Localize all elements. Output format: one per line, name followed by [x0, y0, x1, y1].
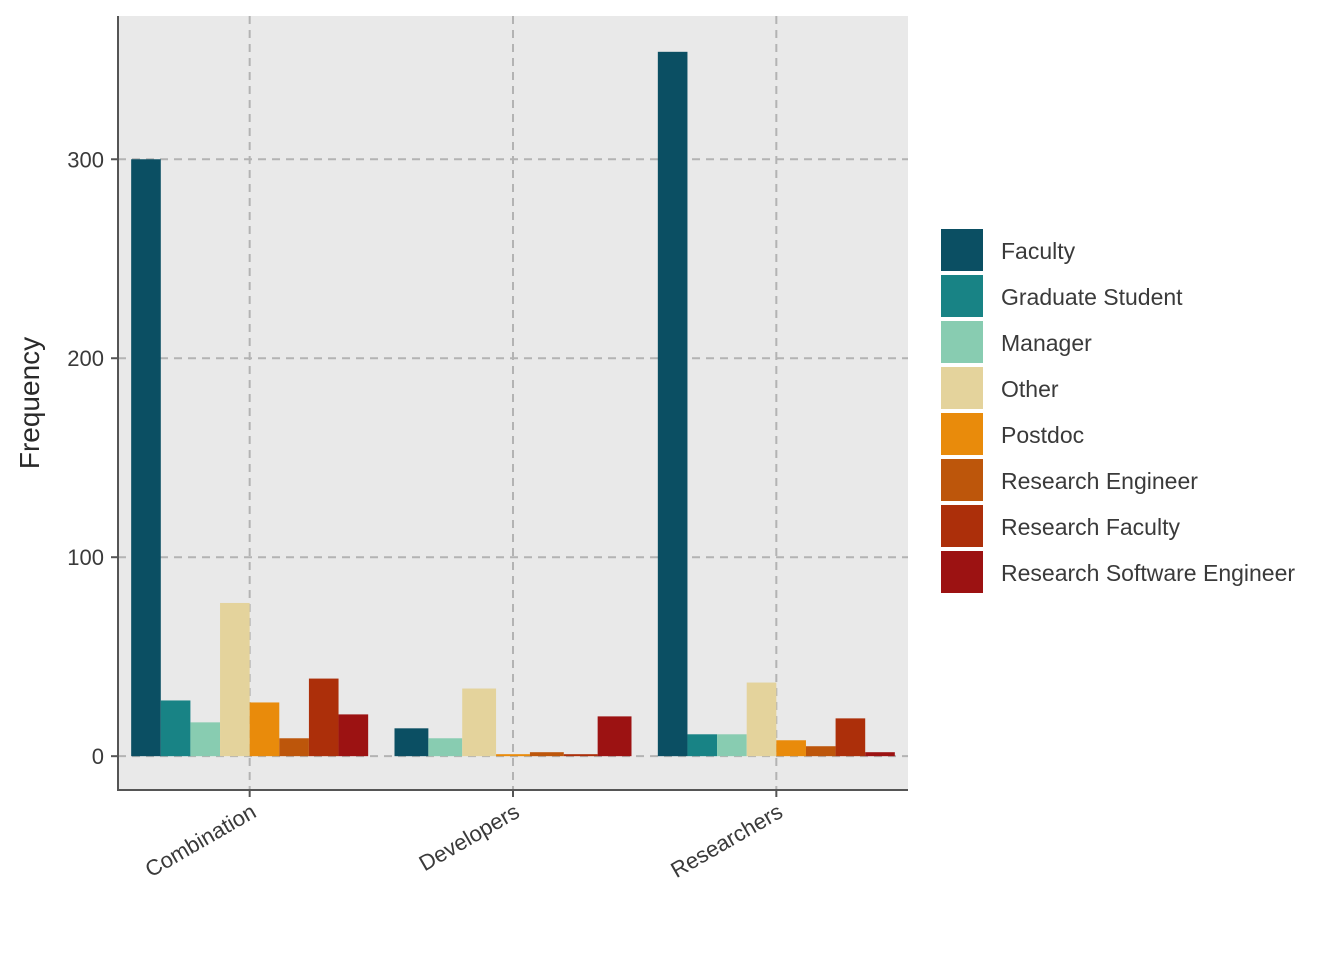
legend-key [941, 459, 983, 501]
bar [717, 734, 747, 757]
bar [776, 740, 806, 757]
legend-key [941, 505, 983, 547]
bar [308, 678, 339, 757]
bar [160, 700, 191, 757]
bar [428, 738, 463, 757]
x-tick-label: Combination [141, 799, 260, 882]
bar [563, 754, 598, 757]
legend-key [941, 367, 983, 409]
legend-label: Research Engineer [1001, 468, 1198, 494]
bar [529, 752, 564, 757]
bar [835, 718, 866, 757]
legend-label: Graduate Student [1001, 284, 1183, 310]
bar [190, 722, 221, 757]
legend-key [941, 229, 983, 271]
bar [597, 716, 632, 757]
legend-label: Research Software Engineer [1001, 560, 1295, 586]
y-axis-title: Frequency [14, 337, 45, 469]
y-tick-label: 300 [67, 147, 104, 172]
y-tick-label: 0 [92, 744, 104, 769]
bars [131, 51, 895, 757]
y-tick-label: 200 [67, 346, 104, 371]
bar [220, 602, 250, 757]
legend-key [941, 275, 983, 317]
bar [805, 746, 836, 757]
bar [496, 754, 530, 757]
bar [462, 688, 497, 757]
legend-label: Faculty [1001, 238, 1076, 264]
bar [279, 738, 309, 757]
legend-label: Other [1001, 376, 1059, 402]
bar [394, 728, 429, 757]
legend: Faculty Graduate Student Manager Other Postd… [941, 229, 1295, 593]
y-tick-label: 100 [67, 545, 104, 570]
legend-key [941, 551, 983, 593]
y-axis-ticks: 0 100 200 300 [67, 147, 118, 769]
x-axis-ticks: Combination Developers Researchers [141, 790, 787, 883]
bar [249, 702, 280, 757]
bar [657, 51, 688, 757]
legend-label: Postdoc [1001, 422, 1084, 448]
x-tick-label: Developers [415, 799, 524, 876]
bar [338, 714, 369, 757]
x-tick-label: Researchers [666, 799, 787, 883]
legend-label: Manager [1001, 330, 1092, 356]
legend-label: Research Faculty [1001, 514, 1180, 540]
legend-key [941, 321, 983, 363]
legend-key [941, 413, 983, 455]
bar [131, 159, 161, 757]
bar [687, 734, 718, 757]
bar [746, 682, 777, 757]
bar [865, 752, 895, 757]
